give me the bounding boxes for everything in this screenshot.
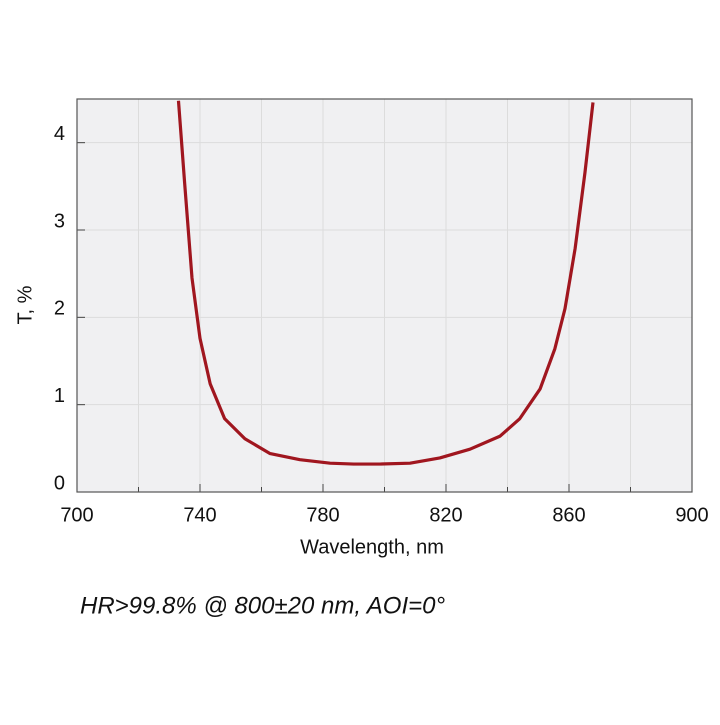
y-tick-label: 0 — [54, 472, 65, 494]
x-tick-label: 900 — [675, 504, 708, 526]
x-tick-label: 780 — [306, 504, 339, 526]
x-tick-label: 820 — [429, 504, 462, 526]
y-tick-label: 2 — [54, 298, 65, 320]
y-tick-label: 1 — [54, 385, 65, 407]
x-tick-label: 860 — [552, 504, 585, 526]
x-axis-label: Wavelength, nm — [300, 536, 444, 558]
plot-frame — [76, 98, 693, 493]
caption: HR>99.8% @ 800±20 nm, AOI=0° — [80, 592, 446, 619]
data-line — [176, 100, 595, 466]
x-tick-label: 700 — [60, 504, 93, 526]
y-tick-label: 3 — [54, 210, 65, 232]
y-axis-label: T, % — [14, 285, 36, 324]
y-tick-label: 4 — [54, 123, 65, 145]
x-tick-label: 740 — [183, 504, 216, 526]
